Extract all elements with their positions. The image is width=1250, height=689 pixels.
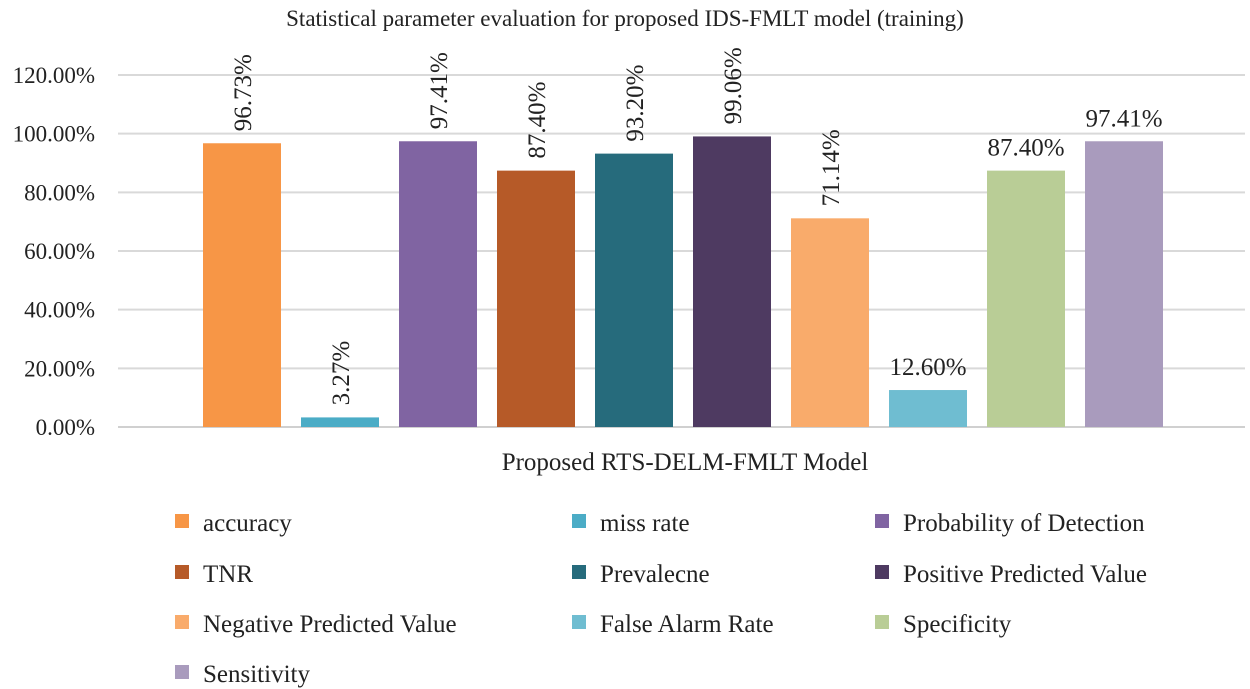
legend-swatch: [175, 565, 189, 579]
data-label: 71.14%: [818, 129, 845, 206]
x-axis-label: Proposed RTS-DELM-FMLT Model: [502, 449, 869, 476]
data-label: 87.40%: [987, 135, 1064, 162]
bar-false-alarm-rate: [889, 390, 967, 427]
legend-item: Prevalecne: [572, 561, 710, 588]
y-tick-label: 60.00%: [24, 239, 95, 264]
data-label: 96.73%: [230, 54, 257, 131]
data-label: 99.06%: [720, 47, 747, 124]
legend-label: Negative Predicted Value: [203, 611, 457, 638]
legend-item: TNR: [175, 561, 253, 588]
chart-title: Statistical parameter evaluation for pro…: [286, 6, 964, 31]
legend-label: Specificity: [903, 611, 1012, 638]
legend-label: miss rate: [600, 510, 690, 537]
y-tick-label: 120.00%: [13, 63, 95, 88]
bar-miss-rate: [301, 417, 379, 427]
y-axis-ticks: 0.00% 20.00% 40.00% 60.00% 80.00% 100.00% 120.…: [13, 63, 95, 440]
y-tick-label: 40.00%: [24, 298, 95, 323]
bar-negative-predicted-value: [791, 218, 869, 427]
y-tick-label: 20.00%: [24, 356, 95, 381]
bars: [203, 136, 1163, 428]
legend-swatch: [875, 514, 889, 528]
legend-item: Sensitivity: [175, 661, 310, 688]
legend-swatch: [875, 615, 889, 629]
data-label: 97.41%: [1085, 105, 1162, 132]
legend-label: TNR: [203, 561, 253, 588]
y-tick-label: 100.00%: [13, 122, 95, 147]
legend-label: Positive Predicted Value: [903, 561, 1147, 588]
data-label: 12.60%: [889, 354, 966, 381]
legend-item: Probability of Detection: [875, 510, 1145, 537]
bar-sensitivity: [1085, 141, 1163, 427]
legend-label: False Alarm Rate: [600, 611, 774, 638]
bar-positive-predicted-value: [693, 136, 771, 427]
legend-label: Prevalecne: [600, 561, 710, 588]
y-tick-label: 80.00%: [24, 180, 95, 205]
data-label: 3.27%: [328, 341, 355, 406]
data-labels: 96.73% 3.27% 97.41% 87.40% 93.20% 99.06% 71.14…: [230, 47, 1163, 405]
legend-swatch: [175, 615, 189, 629]
legend-swatch: [175, 514, 189, 528]
data-label: 93.20%: [622, 65, 649, 142]
data-label: 97.41%: [426, 52, 453, 129]
legend-item: Specificity: [875, 611, 1012, 638]
legend-swatch: [175, 665, 189, 679]
legend-item: Negative Predicted Value: [175, 611, 457, 638]
bar-prevalecne: [595, 153, 673, 427]
legend-swatch: [875, 565, 889, 579]
legend-item: Positive Predicted Value: [875, 561, 1147, 588]
legend-swatch: [572, 514, 586, 528]
legend-label: accuracy: [203, 510, 292, 537]
data-label: 87.40%: [524, 82, 551, 159]
legend-swatch: [572, 565, 586, 579]
legend-item: accuracy: [175, 510, 292, 537]
y-tick-label: 0.00%: [36, 415, 95, 440]
legend-label: Probability of Detection: [903, 510, 1145, 537]
bar-accuracy: [203, 143, 281, 427]
legend-item: miss rate: [572, 510, 690, 537]
legend: accuracy miss rate Probability of Detectio…: [175, 510, 1147, 688]
gridlines: [118, 74, 1245, 428]
legend-swatch: [572, 615, 586, 629]
bar-probability-of-detection: [399, 141, 477, 427]
bar-tnr: [497, 170, 575, 428]
bar-specificity: [987, 170, 1065, 428]
legend-item: False Alarm Rate: [572, 611, 774, 638]
legend-label: Sensitivity: [203, 661, 310, 688]
